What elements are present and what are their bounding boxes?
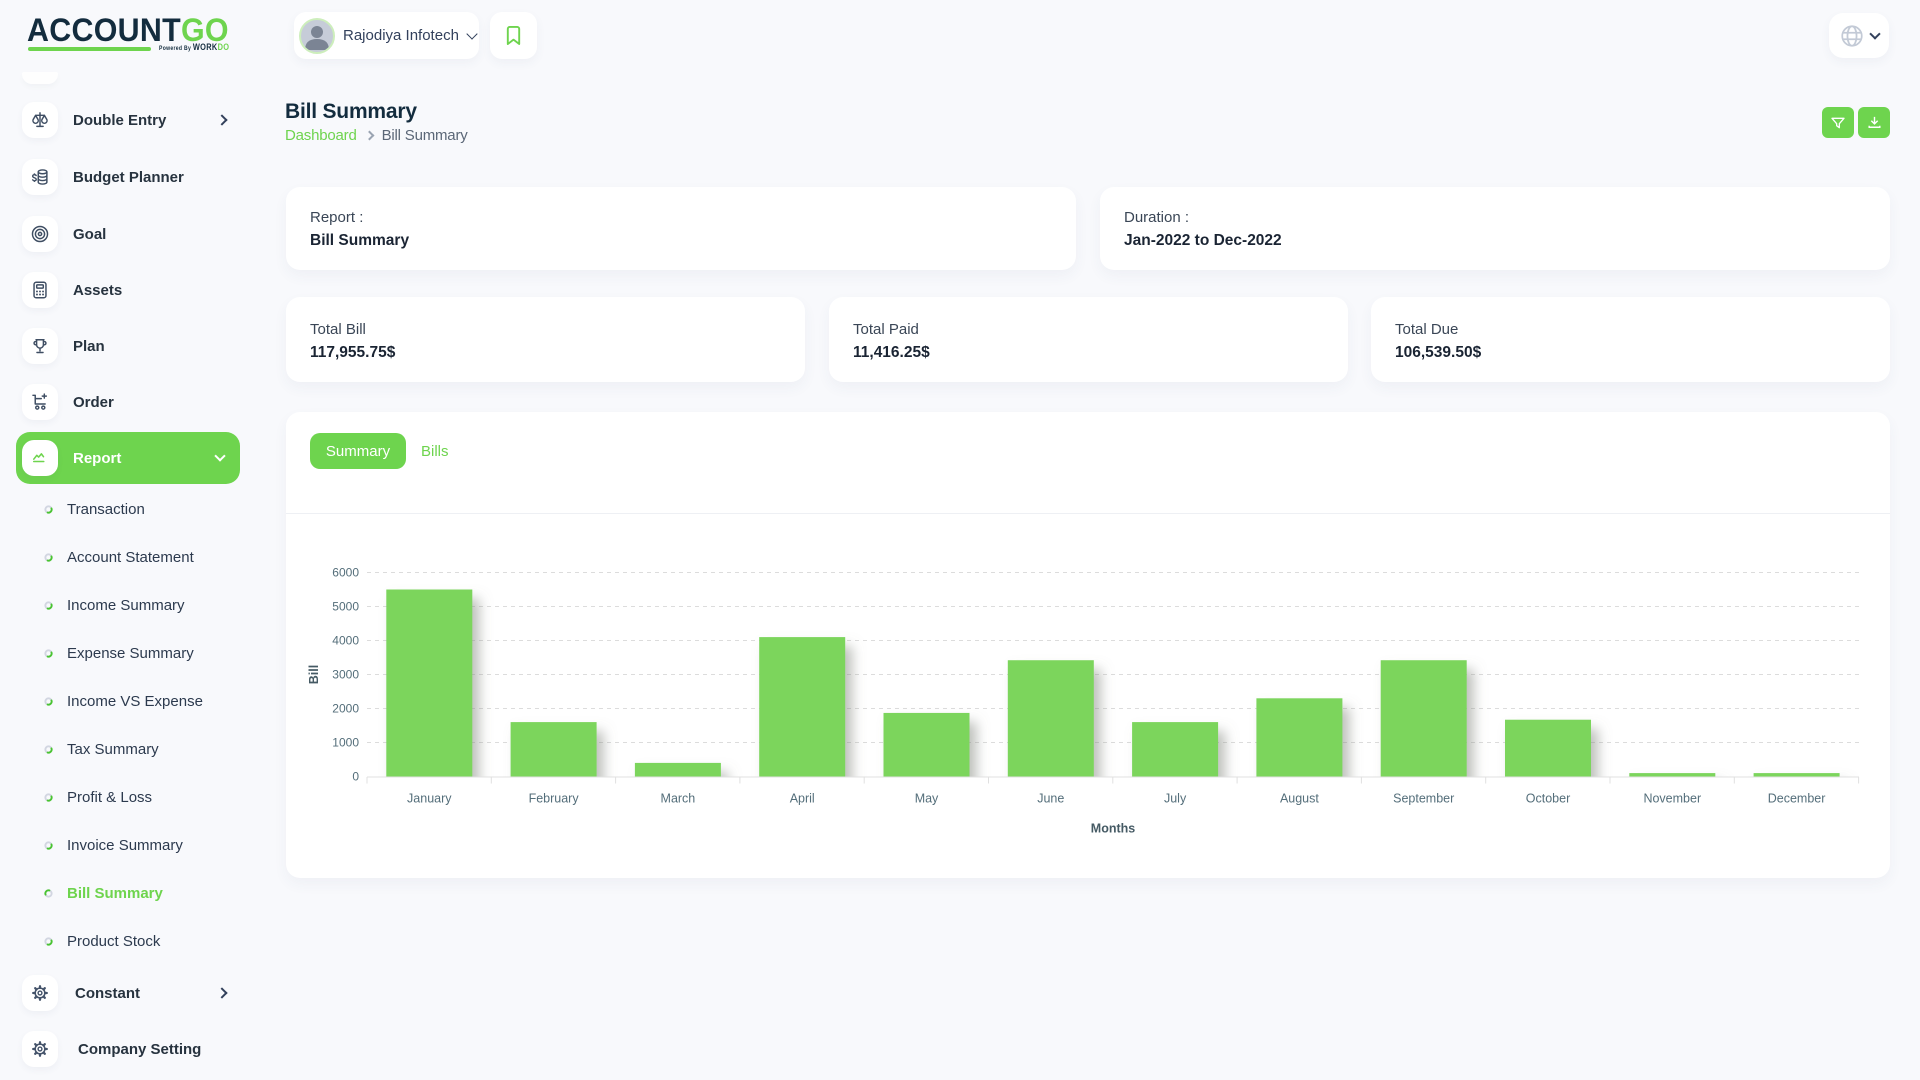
svg-text:March: March [661, 792, 696, 806]
svg-text:September: September [1393, 792, 1454, 806]
svg-text:6000: 6000 [332, 566, 359, 580]
svg-text:5000: 5000 [332, 600, 359, 614]
svg-text:1000: 1000 [332, 736, 359, 750]
svg-text:October: October [1526, 792, 1570, 806]
svg-text:May: May [915, 792, 939, 806]
svg-text:June: June [1037, 792, 1064, 806]
svg-text:July: July [1164, 792, 1187, 806]
svg-text:November: November [1643, 792, 1701, 806]
svg-text:Months: Months [1091, 822, 1135, 836]
svg-text:January: January [407, 792, 452, 806]
svg-text:0: 0 [352, 770, 359, 784]
svg-text:3000: 3000 [332, 668, 359, 682]
svg-text:February: February [529, 792, 580, 806]
svg-text:2000: 2000 [332, 702, 359, 716]
svg-text:December: December [1768, 792, 1826, 806]
svg-text:Bill: Bill [307, 665, 321, 684]
svg-text:4000: 4000 [332, 634, 359, 648]
svg-text:April: April [790, 792, 815, 806]
svg-text:August: August [1280, 792, 1319, 806]
